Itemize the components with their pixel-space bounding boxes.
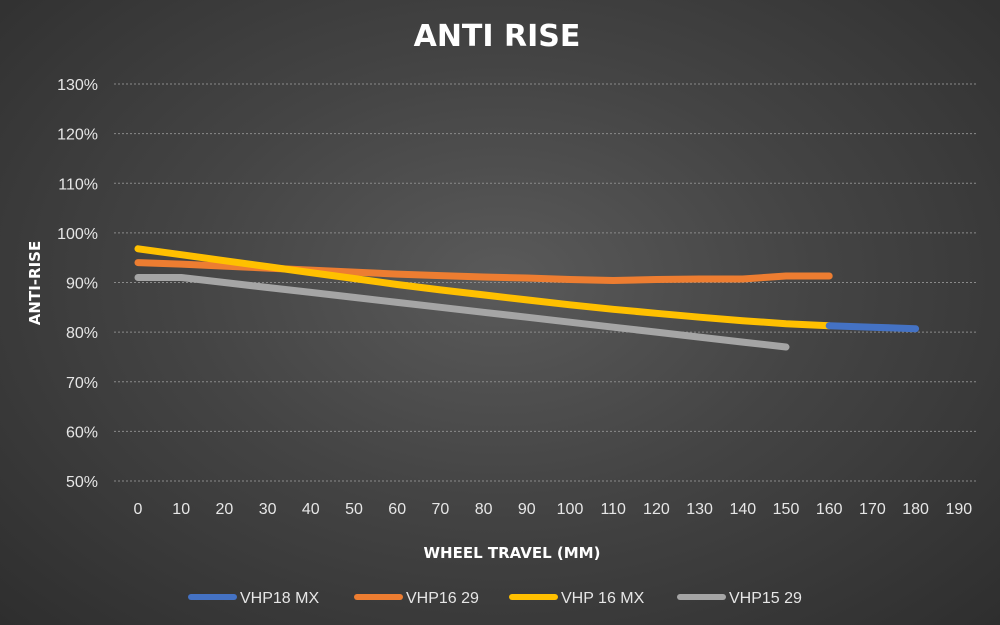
legend-label-vhp18-mx: VHP18 MX — [240, 590, 319, 607]
x-tick-label: 60 — [388, 501, 406, 518]
x-tick-label: 170 — [859, 501, 886, 518]
x-tick-label: 90 — [518, 501, 536, 518]
x-tick-label: 160 — [816, 501, 843, 518]
y-tick-label: 80% — [66, 325, 98, 342]
x-tick-label: 10 — [172, 501, 190, 518]
x-tick-label: 180 — [902, 501, 929, 518]
y-axis-ticks: 50% 60% 70% 80% 90% 100% 110% 120% 130% — [57, 77, 98, 491]
x-tick-label: 100 — [557, 501, 584, 518]
x-tick-label: 0 — [134, 501, 143, 518]
x-tick-label: 50 — [345, 501, 363, 518]
x-tick-label: 80 — [475, 501, 493, 518]
series-line-vhp18-mx — [825, 322, 920, 333]
x-tick-label: 150 — [773, 501, 800, 518]
series-line-vhp-16-mx — [134, 245, 833, 330]
x-tick-label: 120 — [643, 501, 670, 518]
legend-label-vhp15-29: VHP15 29 — [729, 590, 802, 607]
y-tick-label: 60% — [66, 424, 98, 441]
y-tick-label: 70% — [66, 375, 98, 392]
y-tick-label: 130% — [57, 77, 98, 94]
chart-title: ANTI RISE — [414, 19, 581, 54]
x-tick-label: 190 — [945, 501, 972, 518]
y-tick-label: 120% — [57, 127, 98, 144]
series-lines — [134, 245, 920, 351]
x-tick-label: 130 — [686, 501, 713, 518]
y-tick-label: 90% — [66, 276, 98, 293]
y-tick-label: 50% — [66, 474, 98, 491]
y-tick-label: 100% — [57, 226, 98, 243]
y-axis-title: ANTI-RISE — [26, 241, 44, 325]
x-tick-label: 20 — [216, 501, 234, 518]
legend-label-vhp-16-mx: VHP 16 MX — [561, 590, 645, 607]
x-tick-label: 70 — [432, 501, 450, 518]
x-tick-label: 40 — [302, 501, 320, 518]
x-tick-label: 140 — [729, 501, 756, 518]
legend: VHP18 MX VHP16 29 VHP 16 MX VHP15 29 — [188, 590, 802, 607]
x-axis-title: WHEEL TRAVEL (MM) — [424, 544, 601, 562]
series-line-vhp15-29 — [134, 274, 790, 351]
x-axis-ticks: 0 10 20 30 40 50 60 70 80 90 100 110 120 130 140 150 160… — [134, 501, 973, 518]
legend-label-vhp16-29: VHP16 29 — [406, 590, 479, 607]
y-tick-label: 110% — [58, 176, 98, 193]
x-tick-label: 110 — [600, 501, 626, 518]
x-tick-label: 30 — [259, 501, 277, 518]
